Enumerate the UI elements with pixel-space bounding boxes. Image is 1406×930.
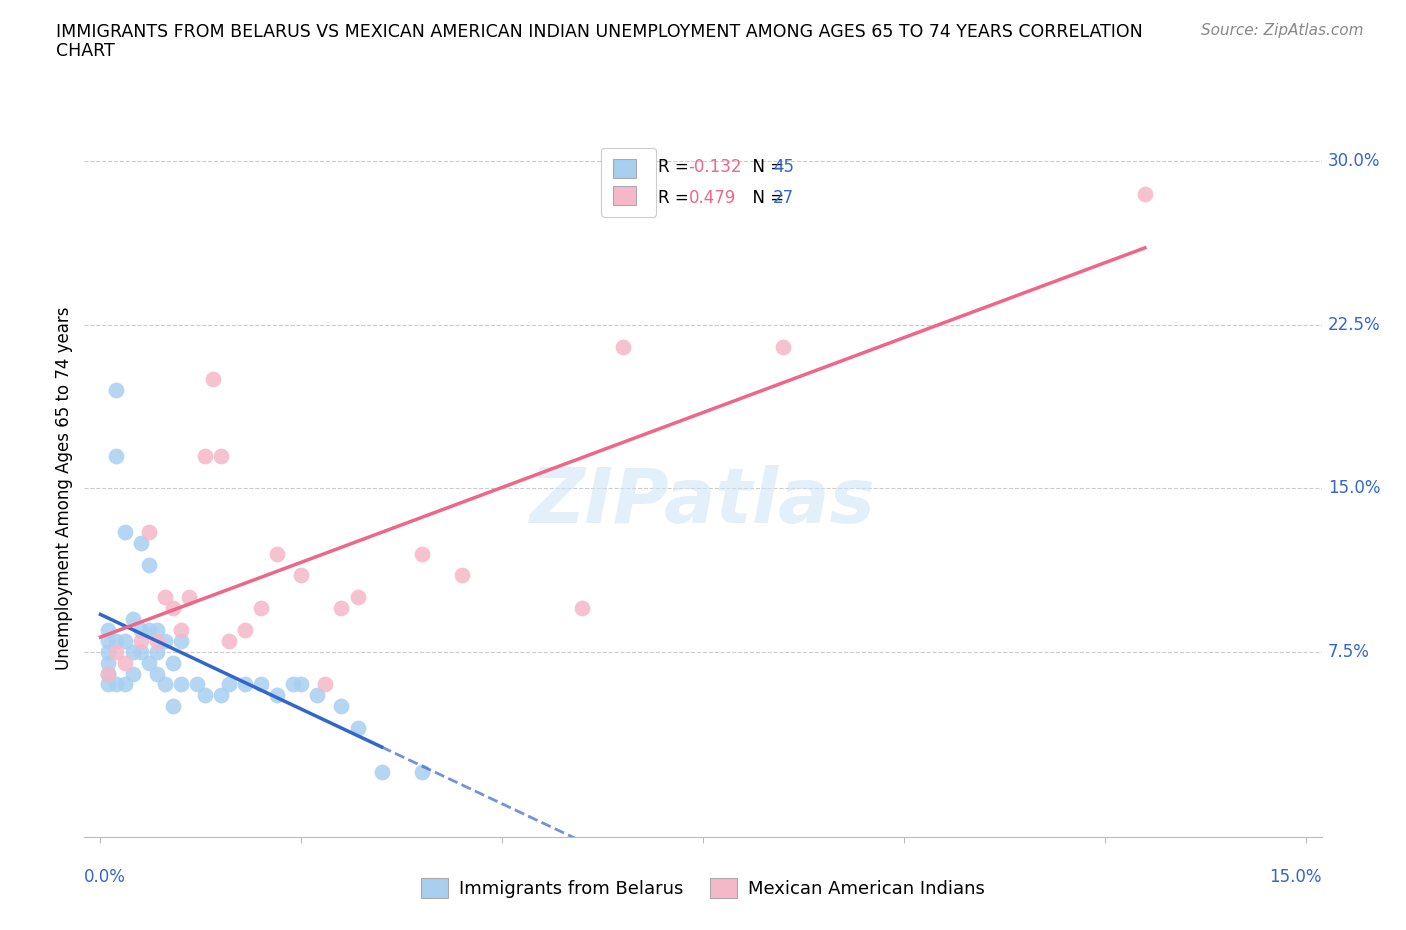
Point xyxy=(346,590,368,604)
Text: 15.0%: 15.0% xyxy=(1270,869,1322,886)
Point xyxy=(330,698,353,713)
Point xyxy=(233,622,256,637)
Text: -0.132: -0.132 xyxy=(689,158,742,176)
Text: 27: 27 xyxy=(773,189,794,206)
Point xyxy=(145,644,167,659)
Point xyxy=(266,688,288,703)
Text: 22.5%: 22.5% xyxy=(1327,316,1381,334)
Point xyxy=(114,525,136,539)
Point xyxy=(129,622,152,637)
Point xyxy=(266,546,288,561)
Point xyxy=(121,612,143,627)
Text: IMMIGRANTS FROM BELARUS VS MEXICAN AMERICAN INDIAN UNEMPLOYMENT AMONG AGES 65 TO: IMMIGRANTS FROM BELARUS VS MEXICAN AMERI… xyxy=(56,23,1143,41)
Point xyxy=(170,633,193,648)
Point xyxy=(346,721,368,736)
Point xyxy=(162,601,184,616)
Point xyxy=(145,666,167,681)
Text: 45: 45 xyxy=(773,158,794,176)
Point xyxy=(571,601,593,616)
Point xyxy=(411,764,433,779)
Text: ZIPatlas: ZIPatlas xyxy=(530,465,876,539)
Point xyxy=(314,677,336,692)
Point xyxy=(290,677,312,692)
Point xyxy=(138,525,160,539)
Legend: Immigrants from Belarus, Mexican American Indians: Immigrants from Belarus, Mexican America… xyxy=(420,878,986,898)
Text: 0.0%: 0.0% xyxy=(84,869,127,886)
Point xyxy=(97,633,120,648)
Point xyxy=(162,655,184,670)
Point xyxy=(177,590,200,604)
Point xyxy=(1133,187,1156,202)
Point xyxy=(330,601,353,616)
Point xyxy=(105,383,128,398)
Point xyxy=(153,677,176,692)
Point xyxy=(114,655,136,670)
Point xyxy=(121,666,143,681)
Point xyxy=(121,644,143,659)
Point xyxy=(307,688,329,703)
Point xyxy=(153,590,176,604)
Text: 0.479: 0.479 xyxy=(689,189,735,206)
Point xyxy=(97,666,120,681)
Point xyxy=(772,339,794,354)
Point xyxy=(218,677,240,692)
Point xyxy=(194,688,217,703)
Point xyxy=(129,536,152,551)
Point xyxy=(145,622,167,637)
Point xyxy=(250,601,273,616)
Point xyxy=(145,633,167,648)
Point xyxy=(209,448,232,463)
Point xyxy=(218,633,240,648)
Point xyxy=(138,557,160,572)
Point xyxy=(97,655,120,670)
Point xyxy=(105,633,128,648)
Text: 15.0%: 15.0% xyxy=(1327,479,1381,498)
Point xyxy=(162,698,184,713)
Point xyxy=(209,688,232,703)
Point xyxy=(186,677,208,692)
Point xyxy=(114,633,136,648)
Text: CHART: CHART xyxy=(56,42,115,60)
Point xyxy=(411,546,433,561)
Point xyxy=(97,677,120,692)
Point xyxy=(451,568,474,583)
Point xyxy=(290,568,312,583)
Point xyxy=(233,677,256,692)
Point xyxy=(129,644,152,659)
Point xyxy=(114,677,136,692)
Legend: , : , xyxy=(602,148,657,217)
Point xyxy=(97,622,120,637)
Point xyxy=(170,622,193,637)
Point xyxy=(138,655,160,670)
Point xyxy=(97,644,120,659)
Point xyxy=(153,633,176,648)
Point xyxy=(105,644,128,659)
Point xyxy=(370,764,392,779)
Point xyxy=(138,622,160,637)
Text: R =: R = xyxy=(658,158,693,176)
Point xyxy=(129,633,152,648)
Point xyxy=(612,339,634,354)
Point xyxy=(283,677,305,692)
Point xyxy=(194,448,217,463)
Point xyxy=(97,666,120,681)
Text: 30.0%: 30.0% xyxy=(1327,153,1381,170)
Text: 7.5%: 7.5% xyxy=(1327,643,1369,660)
Point xyxy=(105,677,128,692)
Text: N =: N = xyxy=(742,158,789,176)
Point xyxy=(250,677,273,692)
Point xyxy=(105,448,128,463)
Text: Source: ZipAtlas.com: Source: ZipAtlas.com xyxy=(1201,23,1364,38)
Text: N =: N = xyxy=(742,189,789,206)
Y-axis label: Unemployment Among Ages 65 to 74 years: Unemployment Among Ages 65 to 74 years xyxy=(55,307,73,670)
Point xyxy=(201,372,224,387)
Point xyxy=(170,677,193,692)
Text: R =: R = xyxy=(658,189,693,206)
